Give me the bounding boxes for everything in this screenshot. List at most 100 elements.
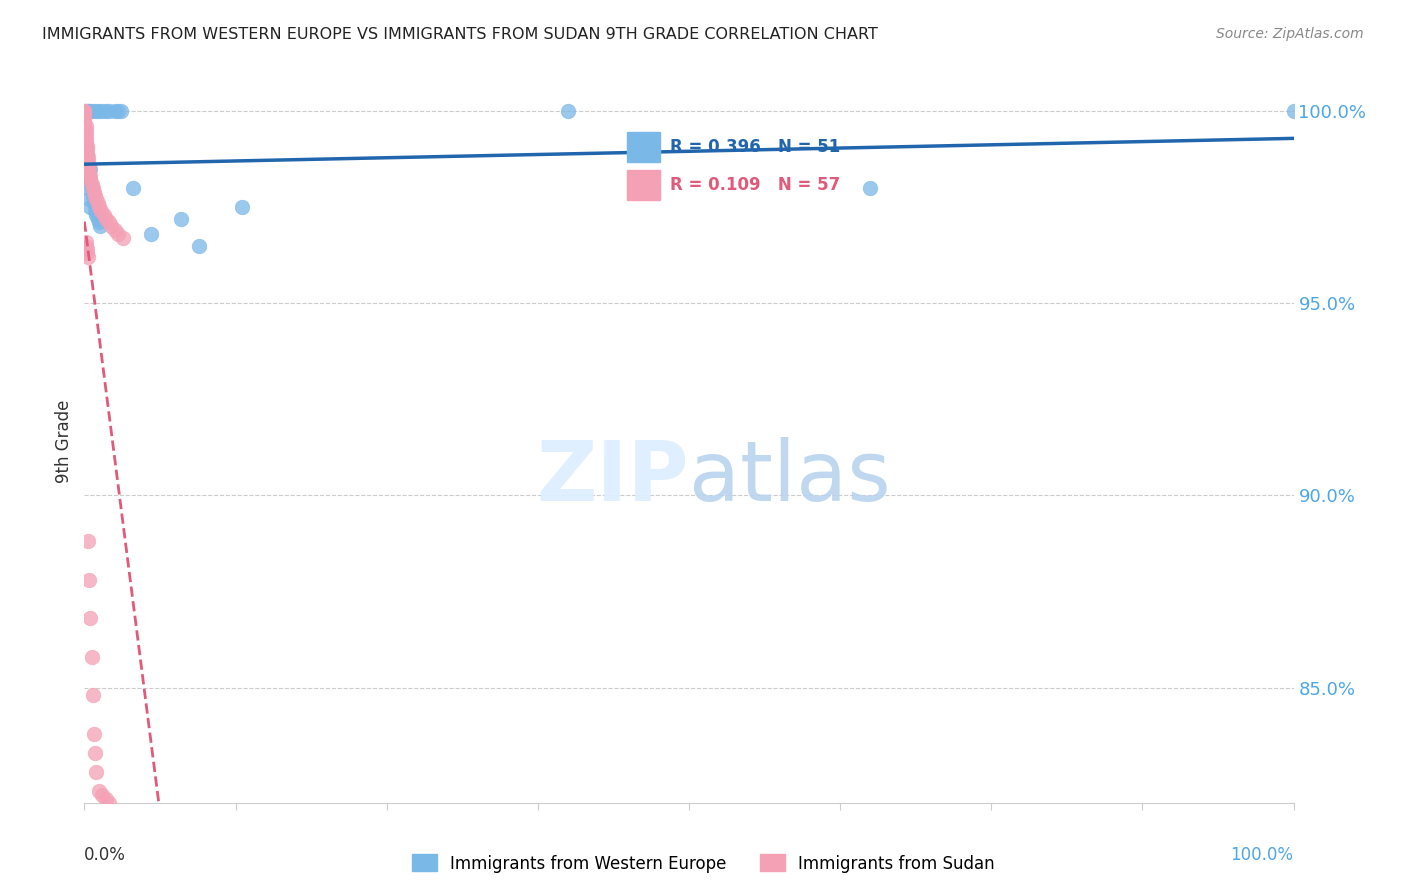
Point	[80, 181, 103, 195]
Point	[75, 143, 97, 157]
Point	[79, 161, 101, 176]
Point	[76, 146, 98, 161]
Point	[77, 103, 100, 118]
Point	[83, 726, 105, 740]
Point	[75, 135, 97, 149]
Point	[77, 181, 100, 195]
Point	[75, 120, 97, 134]
Point	[73, 115, 96, 129]
Text: ZIP: ZIP	[537, 437, 689, 518]
Point	[73, 103, 96, 118]
Point	[87, 200, 110, 214]
Point	[84, 746, 107, 760]
Point	[79, 173, 101, 187]
Point	[84, 203, 107, 218]
Point	[75, 238, 97, 252]
Point	[91, 103, 114, 118]
Point	[75, 123, 97, 137]
Text: Source: ZipAtlas.com: Source: ZipAtlas.com	[1216, 27, 1364, 41]
Point	[86, 103, 108, 118]
Point	[76, 246, 98, 260]
Text: atlas: atlas	[689, 437, 890, 518]
Legend: Immigrants from Western Europe, Immigrants from Sudan: Immigrants from Western Europe, Immigran…	[405, 847, 1001, 880]
Point	[77, 158, 100, 172]
Point	[76, 173, 98, 187]
Point	[84, 188, 107, 202]
Point	[73, 115, 96, 129]
Point	[77, 169, 100, 184]
Point	[79, 200, 101, 214]
Point	[77, 161, 100, 176]
Point	[75, 127, 97, 141]
Point	[76, 143, 98, 157]
Point	[170, 211, 193, 226]
Point	[76, 243, 98, 257]
Point	[188, 238, 211, 252]
Point	[107, 227, 129, 241]
Point	[75, 103, 97, 118]
Point	[79, 611, 101, 625]
Point	[93, 208, 115, 222]
Point	[76, 103, 98, 118]
Point	[104, 223, 127, 237]
Point	[87, 103, 110, 118]
Point	[77, 153, 100, 168]
Point	[557, 103, 579, 118]
Point	[100, 219, 122, 234]
Point	[86, 208, 108, 222]
Text: 100.0%: 100.0%	[1230, 847, 1294, 864]
Point	[73, 103, 96, 118]
Point	[73, 120, 96, 134]
Point	[89, 219, 111, 234]
Point	[94, 792, 117, 806]
Point	[79, 103, 101, 118]
Point	[94, 211, 117, 226]
Point	[107, 103, 129, 118]
Point	[97, 103, 120, 118]
Point	[139, 227, 162, 241]
Point	[76, 138, 98, 153]
Point	[80, 649, 103, 664]
Point	[79, 169, 101, 184]
Point	[231, 200, 253, 214]
Point	[76, 150, 98, 164]
Point	[82, 688, 104, 702]
Point	[91, 788, 114, 802]
Point	[75, 131, 97, 145]
Point	[86, 211, 108, 226]
Point	[73, 103, 96, 118]
Point	[859, 181, 882, 195]
Point	[86, 193, 108, 207]
Point	[112, 231, 135, 245]
Point	[77, 193, 100, 207]
Point	[77, 103, 100, 118]
Point	[73, 108, 96, 122]
Point	[82, 103, 104, 118]
Point	[1282, 103, 1305, 118]
Point	[73, 108, 96, 122]
Point	[77, 573, 100, 587]
Point	[75, 235, 97, 249]
Point	[104, 103, 127, 118]
Point	[83, 185, 105, 199]
Point	[73, 112, 96, 126]
Point	[121, 181, 143, 195]
Point	[87, 215, 110, 229]
Point	[77, 534, 100, 549]
Point	[75, 161, 97, 176]
Text: 0.0%: 0.0%	[84, 847, 127, 864]
Point	[86, 765, 108, 780]
Point	[77, 150, 100, 164]
Point	[77, 250, 100, 264]
Point	[73, 112, 96, 126]
Y-axis label: 9th Grade: 9th Grade	[55, 400, 73, 483]
Point	[82, 181, 104, 195]
Point	[94, 103, 117, 118]
Point	[77, 165, 100, 179]
Point	[82, 188, 104, 202]
Point	[97, 215, 120, 229]
Point	[87, 784, 110, 798]
Point	[90, 203, 112, 218]
Point	[77, 158, 100, 172]
Point	[83, 196, 105, 211]
